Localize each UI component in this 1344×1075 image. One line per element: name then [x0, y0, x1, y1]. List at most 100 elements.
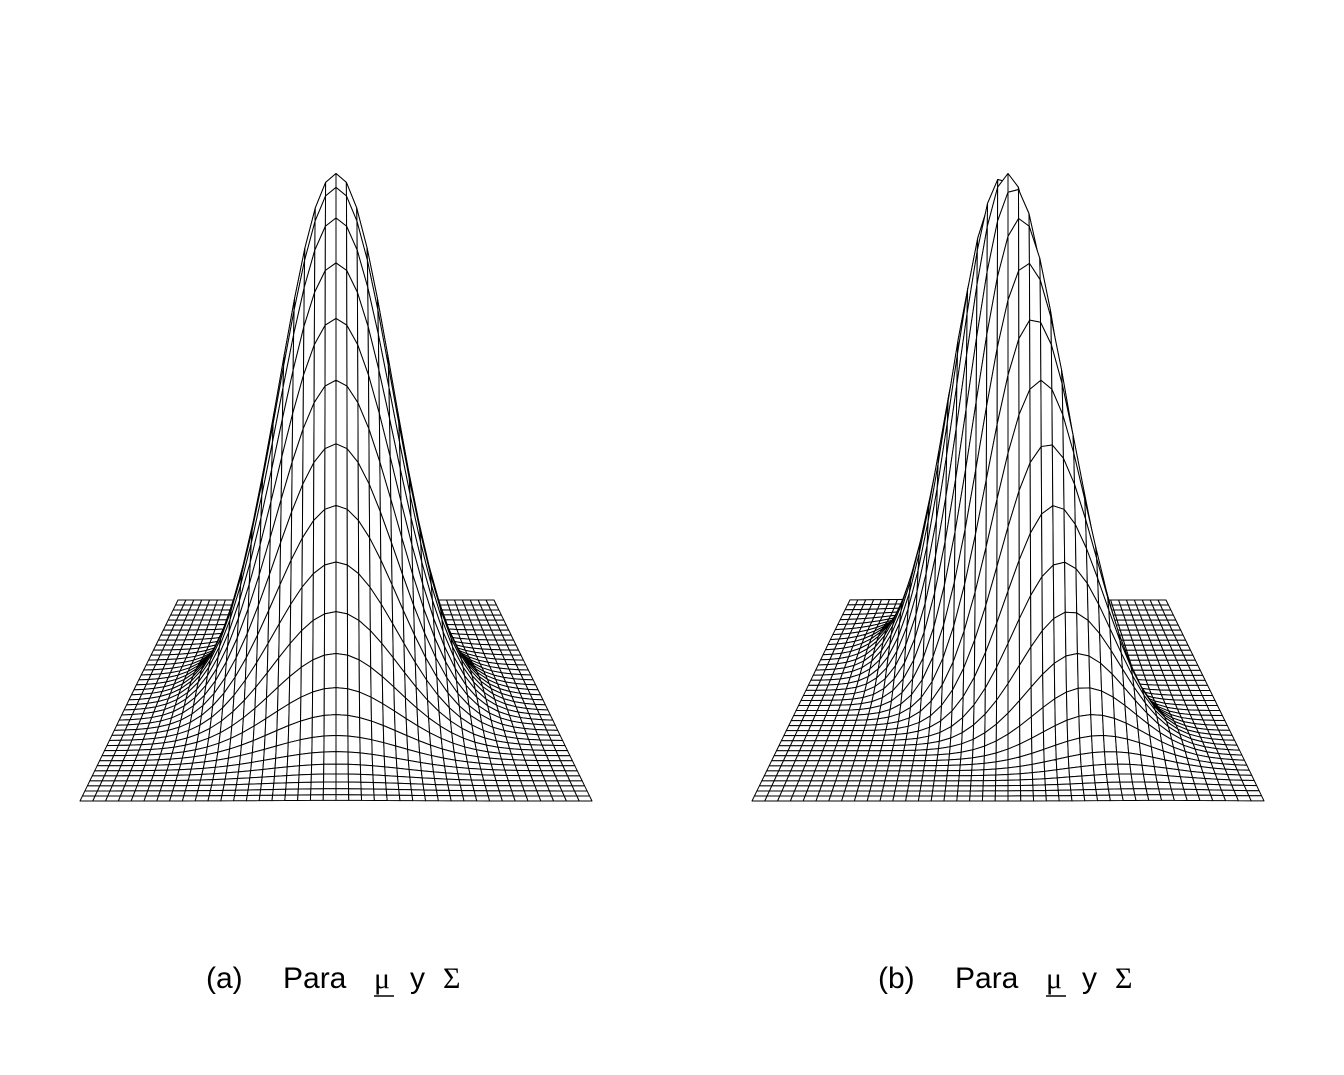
surface-facet [324, 443, 337, 510]
surface-facet [907, 785, 922, 792]
surface-facet [1103, 735, 1118, 753]
surface-facet [299, 717, 313, 741]
surface-facet [1213, 719, 1228, 726]
surface-facet [1057, 789, 1072, 797]
surface-facet [170, 790, 186, 797]
surface-facet [982, 780, 997, 787]
surface-facet [1118, 773, 1133, 783]
surface-facet [311, 751, 325, 766]
surface-facet [571, 785, 588, 792]
surface-facet [348, 794, 363, 801]
surface-facet [925, 748, 940, 756]
surface-facet [897, 770, 912, 777]
surface-facet [373, 794, 388, 802]
surface-facet [486, 790, 502, 797]
surface-facet [335, 443, 348, 510]
surface-facet [1187, 664, 1201, 671]
surface-facet [789, 795, 806, 802]
surface-facet [511, 654, 524, 661]
surface-facet [832, 750, 847, 757]
surface-facet [576, 795, 593, 802]
surface-facet [310, 781, 325, 790]
surface-facet [1052, 561, 1066, 619]
surface-facet [347, 773, 362, 783]
surface-facet [461, 790, 476, 797]
surface-facet [186, 779, 202, 787]
surface-facet [958, 775, 972, 782]
surface-facet [134, 785, 151, 792]
surface-facet [1058, 795, 1073, 802]
surface-facet [1120, 788, 1136, 796]
surface-facet [1248, 795, 1265, 802]
surface-facet [143, 795, 160, 802]
surface-facet [260, 782, 275, 791]
surface-facet [473, 790, 489, 797]
surface-facet [892, 739, 907, 746]
surface-facet [161, 780, 177, 787]
surface-facet [1141, 764, 1157, 776]
surface-facet [235, 783, 250, 791]
surface-facet [169, 795, 185, 802]
surface-facet [838, 765, 854, 772]
surface-facet [947, 758, 962, 766]
panel-b-caption-prefix: Para [955, 962, 1019, 995]
surface-facet [983, 761, 997, 771]
surface-facet [1053, 655, 1067, 700]
surface-facet [223, 778, 239, 786]
surface-facet [183, 790, 199, 797]
surface-facet [898, 765, 913, 772]
surface-facet [1117, 763, 1132, 775]
surface-facet [359, 764, 374, 776]
surface-facet [322, 788, 337, 796]
surface-facet [956, 795, 971, 802]
surface-facet [828, 760, 844, 767]
surface-facet [826, 765, 842, 772]
surface-facet [880, 790, 896, 797]
surface-facet [855, 750, 870, 757]
surface-facet [842, 790, 858, 797]
surface-facet [347, 688, 361, 719]
panel-a-surface-plot [79, 173, 593, 802]
surface-facet [286, 753, 301, 768]
surface-facet [246, 789, 262, 796]
surface-facet [1019, 763, 1033, 775]
surface-facet [835, 775, 851, 782]
surface-facet [383, 755, 398, 769]
surface-facet [470, 779, 486, 787]
surface-facet [910, 765, 925, 772]
surface-facet [569, 780, 586, 787]
surface-facet [481, 774, 497, 781]
surface-facet [863, 724, 877, 731]
surface-facet [1090, 714, 1105, 737]
surface-facet [1040, 444, 1054, 515]
surface-facet [847, 740, 862, 747]
surface-facet [194, 795, 210, 802]
surface-facet [870, 780, 886, 787]
surface-facet [208, 789, 224, 797]
surface-facet [918, 790, 934, 797]
surface-facet [247, 783, 262, 791]
surface-facet [919, 785, 934, 792]
surface-facet [860, 734, 875, 742]
surface-facet [335, 781, 350, 790]
surface-facet [335, 788, 350, 796]
surface-facet [842, 755, 857, 762]
surface-facet [1169, 624, 1182, 631]
surface-facet [220, 795, 236, 802]
surface-facet [1079, 735, 1093, 755]
surface-facet [1176, 639, 1189, 646]
surface-facet [970, 769, 985, 777]
surface-facet [347, 763, 362, 775]
surface-facet [487, 795, 503, 802]
panel-a-caption-prefix: Para [283, 962, 347, 995]
surface-facet [889, 755, 904, 762]
surface-facet [410, 789, 426, 796]
surface-facet [512, 795, 529, 802]
surface-facet [150, 774, 166, 782]
surface-facet [346, 508, 360, 575]
surface-facet [1070, 794, 1086, 802]
surface-facet [1164, 614, 1177, 621]
surface-facet [312, 613, 326, 661]
surface-facet [385, 788, 400, 796]
surface-facet [1246, 790, 1263, 797]
